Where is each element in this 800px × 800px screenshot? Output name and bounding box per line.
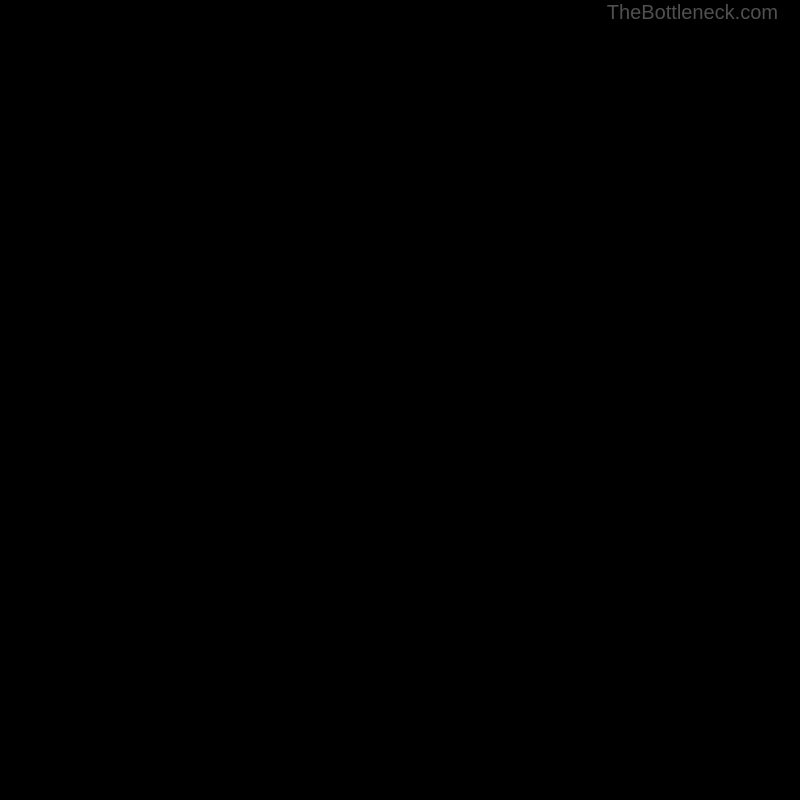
chart-container: TheBottleneck.com — [0, 0, 800, 800]
heatmap-canvas — [0, 0, 800, 800]
watermark: TheBottleneck.com — [607, 2, 778, 25]
